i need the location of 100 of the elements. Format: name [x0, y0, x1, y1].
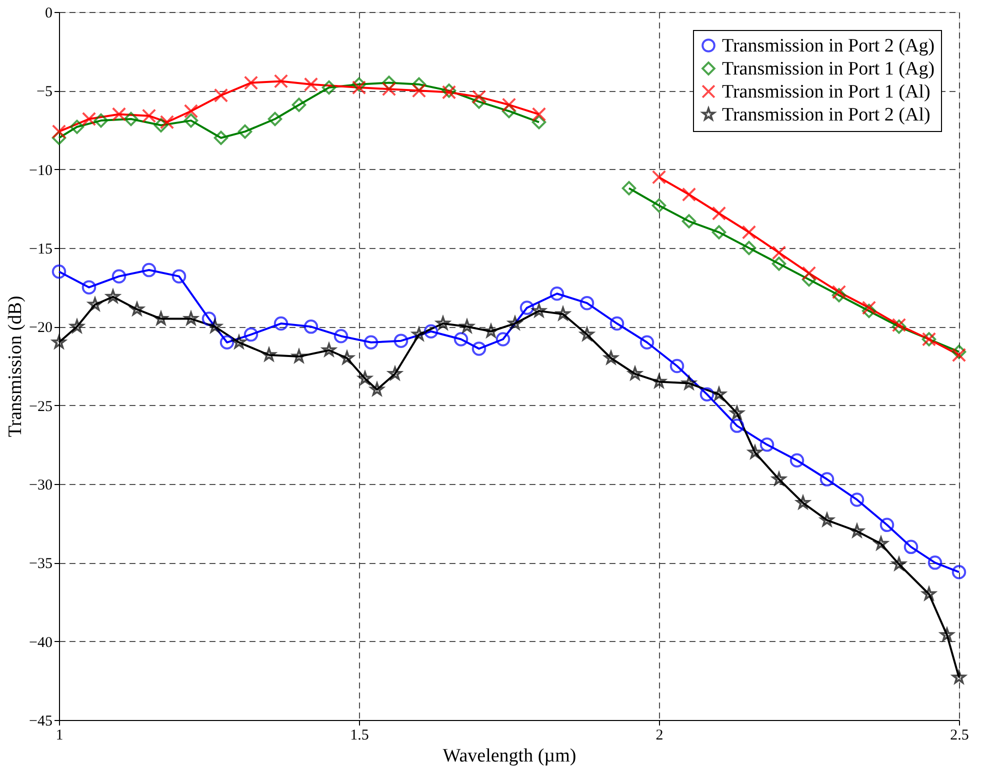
point [550, 286, 564, 301]
point [682, 187, 696, 202]
legend-label: Transmission in Port 1 (Ag) [722, 58, 935, 80]
point [202, 312, 216, 326]
point [496, 332, 510, 346]
x-tick-label: 1 [56, 728, 64, 744]
y-tick-label: −25 [29, 398, 52, 415]
point [532, 107, 546, 122]
point [352, 80, 366, 95]
point [94, 113, 108, 128]
point [358, 371, 372, 385]
point [892, 557, 906, 570]
point [742, 225, 756, 240]
point [832, 284, 846, 300]
point [532, 304, 546, 317]
point [796, 496, 810, 509]
point [232, 335, 246, 348]
point [556, 306, 570, 320]
point [904, 540, 918, 554]
point [712, 387, 726, 400]
point [304, 77, 318, 92]
y-tick-label: −20 [29, 320, 52, 336]
point [172, 269, 186, 284]
point [862, 300, 876, 315]
point [952, 348, 966, 362]
point [610, 316, 624, 331]
point [952, 564, 966, 580]
point [52, 264, 66, 279]
point [652, 198, 666, 213]
point [790, 453, 804, 468]
point [52, 124, 66, 139]
point [268, 112, 282, 126]
point [130, 302, 144, 316]
point [928, 556, 942, 570]
point [412, 327, 426, 340]
point [850, 492, 864, 507]
point [940, 628, 954, 641]
legend-label: Transmission in Port 2 (Ag) [722, 36, 935, 56]
point [364, 335, 378, 350]
point [730, 406, 744, 420]
point [862, 304, 876, 318]
y-tick-label: −5 [36, 84, 52, 100]
point [460, 320, 474, 333]
point [52, 130, 66, 145]
point [472, 342, 486, 356]
point [274, 316, 288, 331]
point [436, 316, 450, 330]
point [508, 316, 522, 330]
point [304, 320, 318, 334]
point [70, 120, 84, 134]
point [214, 130, 228, 145]
legend-label: Transmission in Port 2 (Al) [722, 104, 930, 126]
point [124, 112, 138, 126]
point [238, 124, 252, 139]
x-axis-title: Wavelength (µm) [442, 746, 576, 766]
point [106, 290, 120, 303]
point [622, 181, 636, 196]
point [322, 80, 336, 95]
point [712, 206, 726, 221]
point [154, 118, 168, 132]
y-axis-title: Transmission (dB) [5, 296, 26, 438]
point [382, 82, 396, 96]
point [652, 170, 666, 184]
point [640, 335, 654, 350]
y-tick-label: −15 [29, 242, 52, 258]
point [142, 108, 156, 123]
point [322, 343, 336, 356]
y-tick-label: −35 [29, 556, 52, 572]
point [580, 296, 594, 310]
point [82, 112, 96, 126]
point [184, 113, 198, 128]
point [244, 327, 258, 342]
point [244, 76, 258, 90]
point [472, 94, 486, 109]
point [820, 513, 834, 526]
point [850, 524, 864, 538]
point [154, 312, 168, 325]
y-tick-label: −40 [29, 634, 52, 651]
point [952, 344, 966, 359]
point [394, 334, 408, 348]
point [520, 300, 534, 315]
point [682, 376, 696, 390]
point [772, 472, 786, 486]
point [220, 335, 234, 350]
point [670, 358, 684, 374]
x-tick-label: 1.5 [350, 728, 369, 744]
point [214, 88, 228, 103]
point [454, 332, 468, 346]
x-tick-label: 2.5 [950, 728, 969, 744]
point [352, 77, 366, 92]
point [742, 240, 756, 256]
point [70, 320, 84, 333]
point [52, 335, 66, 348]
point [580, 327, 594, 340]
point [730, 418, 744, 433]
y-tick-label: −45 [29, 714, 52, 730]
x-tick-label: 2 [656, 728, 664, 744]
point [748, 445, 762, 458]
point [160, 115, 174, 130]
point [682, 214, 696, 228]
